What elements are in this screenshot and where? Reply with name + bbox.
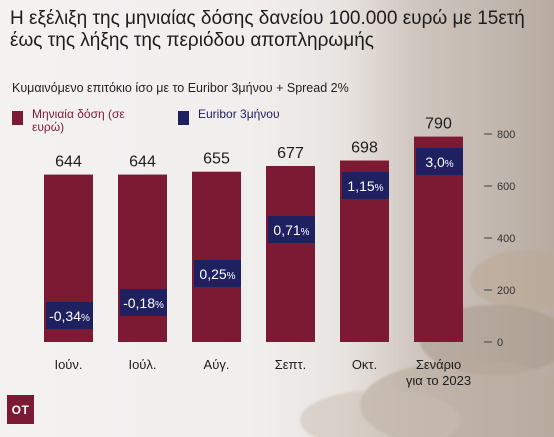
euribor-box [120, 289, 167, 316]
x-tick-label: Σενάριο [416, 357, 461, 372]
x-tick-label: Ιούλ. [128, 357, 156, 372]
x-tick-label: Σεπτ. [275, 357, 307, 372]
euribor-value-label: 0,71% [273, 222, 309, 238]
euribor-value-label: 0,25% [199, 266, 235, 282]
bar-monthly-payment [192, 171, 241, 342]
euribor-value-label: 3,0% [425, 154, 453, 170]
x-tick-label: για το 2023 [406, 373, 471, 388]
euribor-box [342, 172, 389, 199]
legend-swatch-monthly-payment [12, 111, 23, 125]
euribor-value-label: -0,34% [49, 308, 90, 324]
y-tick-label: 0 [497, 337, 503, 349]
euribor-box [268, 216, 315, 243]
legend-label-monthly-payment: Μηνιαία δόση (σε ευρώ) [32, 107, 125, 134]
y-tick-label: 200 [497, 285, 515, 297]
legend-label-euribor: Euribor 3μήνου [198, 107, 280, 121]
euribor-value-label: 1,15% [347, 178, 383, 194]
y-tick-label: 800 [497, 129, 515, 141]
bar-value-label: 677 [277, 145, 304, 162]
ot-logo: OT [7, 395, 34, 424]
bar-value-label: 655 [203, 151, 230, 168]
euribor-box [416, 148, 463, 175]
x-tick-label: Ιούν. [54, 357, 82, 372]
bar-value-label: 644 [129, 154, 156, 171]
y-tick-label: 600 [497, 181, 515, 193]
chart-subtitle: Κυμαινόμενο επιτόκιο ίσο με το Euribor 3… [12, 81, 349, 95]
x-tick-label: Οκτ. [352, 357, 377, 372]
euribor-box [194, 260, 241, 287]
euribor-value-label: -0,18% [123, 295, 164, 311]
legend-swatch-euribor [178, 111, 189, 125]
bar-monthly-payment [266, 165, 315, 342]
bar-value-label: 644 [55, 154, 82, 171]
x-tick-label: Αύγ. [204, 357, 230, 372]
chart-title: Η εξέλιξη της μηνιαίας δόσης δανείου 100… [10, 8, 525, 51]
bar-monthly-payment [118, 174, 167, 342]
y-tick-label: 400 [497, 233, 515, 245]
euribor-box [46, 302, 93, 329]
bar-value-label: 790 [425, 116, 452, 133]
bar-value-label: 698 [351, 140, 378, 157]
